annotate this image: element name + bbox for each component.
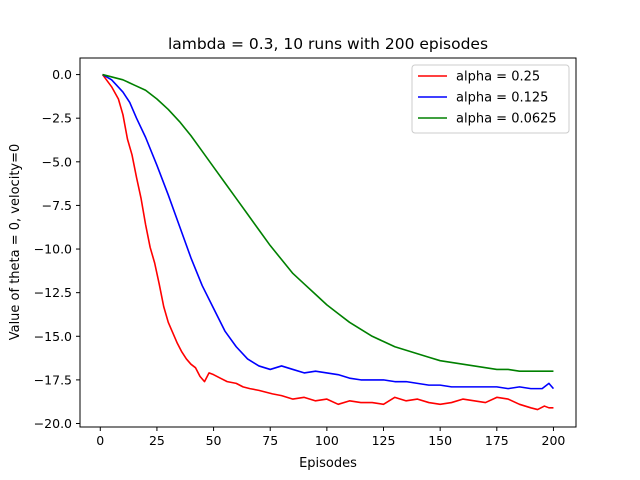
series-line-3 [102,73,554,372]
y-tick-label: −5.0 [42,154,72,169]
y-tick-label: −10.0 [34,242,72,257]
series-line-2 [102,73,555,390]
y-tick-label: −17.5 [34,372,72,387]
plot-area [79,57,577,428]
plot-frame [79,57,577,428]
y-tick-label: −7.5 [42,198,72,213]
y-tick-label: −2.5 [42,111,72,126]
x-tick-label: 0 [96,433,104,448]
y-tick-label: 0.0 [52,67,72,82]
x-axis-label: Episodes [299,456,357,471]
x-tick-label: 100 [315,433,339,448]
y-axis: 0.0 −2.5 −5.0 −7.5 −10.0 −12.5 −15.0 −17.5 −20.0 [34,67,80,431]
legend: alpha = 0.25 alpha = 0.125 alpha = 0.0625 [411,64,570,134]
y-axis-label: Value of theta = 0, velocity=0 [8,144,23,341]
x-tick-label: 75 [262,433,278,448]
y-tick-label: −15.0 [34,329,72,344]
legend-label-1: alpha = 0.25 [456,70,540,85]
y-tick-label: −12.5 [34,285,72,300]
legend-label-2: alpha = 0.125 [456,91,548,106]
legend-box [411,64,570,134]
x-tick-label: 125 [372,433,396,448]
x-tick-label: 150 [428,433,452,448]
x-tick-label: 175 [485,433,509,448]
x-tick-label: 50 [206,433,222,448]
y-tick-label: −20.0 [34,416,72,431]
x-tick-label: 25 [149,433,165,448]
x-axis: 0 25 50 75 100 125 150 175 200 [96,427,565,448]
series-layer [101,73,555,411]
legend-label-3: alpha = 0.0625 [456,112,557,127]
series-line-1 [101,74,554,411]
x-tick-label: 200 [542,433,566,448]
chart-title: lambda = 0.3, 10 runs with 200 episodes [168,35,488,53]
